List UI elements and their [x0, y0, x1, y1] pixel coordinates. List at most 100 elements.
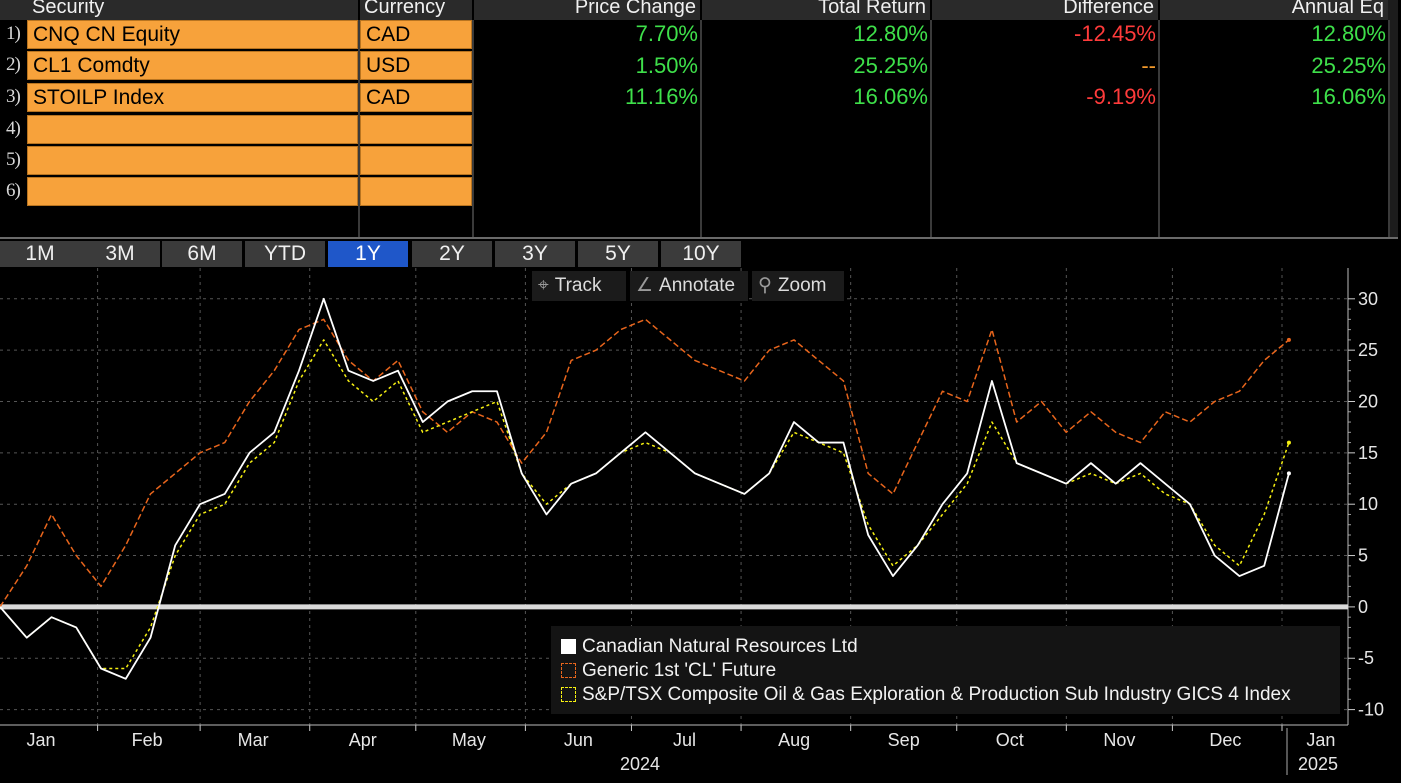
row-number: 4) — [6, 118, 21, 139]
legend-swatch-white — [561, 639, 576, 654]
tab-3m[interactable]: 3M — [80, 241, 160, 267]
column-divider — [1388, 20, 1390, 238]
legend-swatch-yellow — [561, 687, 576, 702]
x-tick-label: Jan — [1306, 730, 1335, 750]
security-input[interactable] — [27, 177, 358, 206]
y-tick-label: -5 — [1358, 648, 1374, 668]
tab-2y[interactable]: 2Y — [412, 241, 492, 267]
difference-value: -- — [1141, 53, 1156, 78]
row-number: 5) — [6, 149, 21, 170]
annual-eq-value: 16.06% — [1311, 84, 1386, 109]
y-tick-label: 10 — [1358, 494, 1378, 514]
security-input[interactable]: CL1 Comdty — [27, 51, 358, 80]
header-currency[interactable]: Currency — [360, 0, 472, 20]
annotate-label: Annotate — [659, 275, 736, 296]
crosshair-icon: ⌖ — [538, 275, 549, 296]
tab-5y[interactable]: 5Y — [578, 241, 658, 267]
row-number: 1) — [6, 23, 21, 44]
legend-item[interactable]: S&P/TSX Composite Oil & Gas Exploration … — [561, 684, 1291, 706]
legend-item[interactable]: Canadian Natural Resources Ltd — [561, 636, 858, 658]
tab-3y[interactable]: 3Y — [495, 241, 575, 267]
x-tick-label: Mar — [238, 730, 269, 750]
x-tick-label: Aug — [778, 730, 810, 750]
x-tick-label: Jul — [673, 730, 696, 750]
tab-ytd[interactable]: YTD — [245, 241, 325, 267]
x-tick-label: Feb — [132, 730, 163, 750]
header-total-return[interactable]: Total Return — [702, 0, 930, 20]
x-tick-label: Apr — [349, 730, 377, 750]
security-input[interactable] — [27, 115, 358, 144]
tab-1y[interactable]: 1Y — [328, 241, 408, 267]
y-tick-label: 5 — [1358, 546, 1368, 566]
annual-eq-value: 12.80% — [1311, 21, 1386, 46]
table-scrollbar[interactable] — [1388, 0, 1398, 238]
column-divider — [700, 20, 702, 238]
tab-6m[interactable]: 6M — [162, 241, 242, 267]
table-bottom-border — [0, 237, 1398, 239]
period-tabs: 1M 3M 6M YTD 1Y 2Y 3Y 5Y 10Y — [0, 240, 1401, 268]
zoom-label: Zoom — [777, 275, 827, 296]
magnifier-icon: ⚲ — [758, 275, 772, 296]
series-end-point — [1286, 337, 1291, 342]
column-divider — [472, 20, 474, 238]
legend-label: S&P/TSX Composite Oil & Gas Exploration … — [582, 684, 1291, 705]
x-year-label: 2024 — [620, 754, 660, 774]
x-year-label: 2025 — [1298, 754, 1338, 774]
y-tick-label: 25 — [1358, 340, 1378, 360]
header-difference[interactable]: Difference — [932, 0, 1158, 20]
x-tick-label: Oct — [996, 730, 1024, 750]
currency-input[interactable] — [360, 115, 472, 144]
annotate-button[interactable]: ∠ Annotate — [630, 271, 748, 301]
y-tick-label: 30 — [1358, 289, 1378, 309]
price-change-value: 11.16% — [625, 84, 698, 109]
tab-1m[interactable]: 1M — [0, 241, 80, 267]
series-end-point — [1286, 440, 1291, 445]
x-tick-label: Dec — [1209, 730, 1241, 750]
currency-input[interactable]: CAD — [360, 83, 472, 112]
x-tick-label: Jun — [564, 730, 593, 750]
currency-input[interactable] — [360, 146, 472, 175]
column-divider — [930, 20, 932, 238]
tab-10y[interactable]: 10Y — [661, 241, 741, 267]
annual-eq-value: 25.25% — [1311, 53, 1386, 78]
securities-table: Security Currency Price Change Total Ret… — [0, 0, 1401, 240]
difference-value: -9.19% — [1086, 84, 1156, 109]
currency-input[interactable]: CAD — [360, 20, 472, 49]
legend-label: Canadian Natural Resources Ltd — [582, 636, 858, 657]
difference-value: -12.45% — [1074, 21, 1156, 46]
security-input[interactable]: CNQ CN Equity — [27, 20, 358, 49]
column-divider — [358, 20, 360, 238]
x-tick-label: May — [452, 730, 486, 750]
row-number: 2) — [6, 54, 21, 75]
row-number: 3) — [6, 86, 21, 107]
series-line — [0, 318, 1290, 608]
column-divider — [1158, 20, 1160, 238]
security-input[interactable] — [27, 146, 358, 175]
header-annual-eq[interactable]: Annual Eq — [1160, 0, 1388, 20]
y-tick-label: -10 — [1358, 700, 1384, 720]
row-number: 6) — [6, 180, 21, 201]
y-tick-label: 0 — [1358, 597, 1368, 617]
track-button[interactable]: ⌖ Track — [532, 271, 626, 301]
legend-label: Generic 1st 'CL' Future — [582, 660, 777, 681]
series-end-point — [1286, 471, 1291, 476]
header-security[interactable]: Security — [0, 0, 358, 20]
pencil-icon: ∠ — [636, 275, 654, 296]
currency-input[interactable]: USD — [360, 51, 472, 80]
legend-swatch-orange — [561, 663, 576, 678]
price-change-value: 7.70% — [635, 21, 698, 46]
zoom-button[interactable]: ⚲ Zoom — [752, 271, 844, 301]
security-input[interactable]: STOILP Index — [27, 83, 358, 112]
x-tick-label: Jan — [27, 730, 56, 750]
currency-input[interactable] — [360, 177, 472, 206]
y-tick-label: 15 — [1358, 443, 1378, 463]
chart-legend: Canadian Natural Resources Ltd Generic 1… — [551, 626, 1340, 714]
series-line — [0, 339, 1290, 670]
y-tick-label: 20 — [1358, 392, 1378, 412]
total-return-value: 16.06% — [853, 84, 928, 109]
header-price-change[interactable]: Price Change — [474, 0, 700, 20]
total-return-value: 12.80% — [853, 21, 928, 46]
price-change-value: 1.50% — [635, 53, 698, 78]
legend-item[interactable]: Generic 1st 'CL' Future — [561, 660, 776, 682]
x-tick-label: Nov — [1103, 730, 1135, 750]
